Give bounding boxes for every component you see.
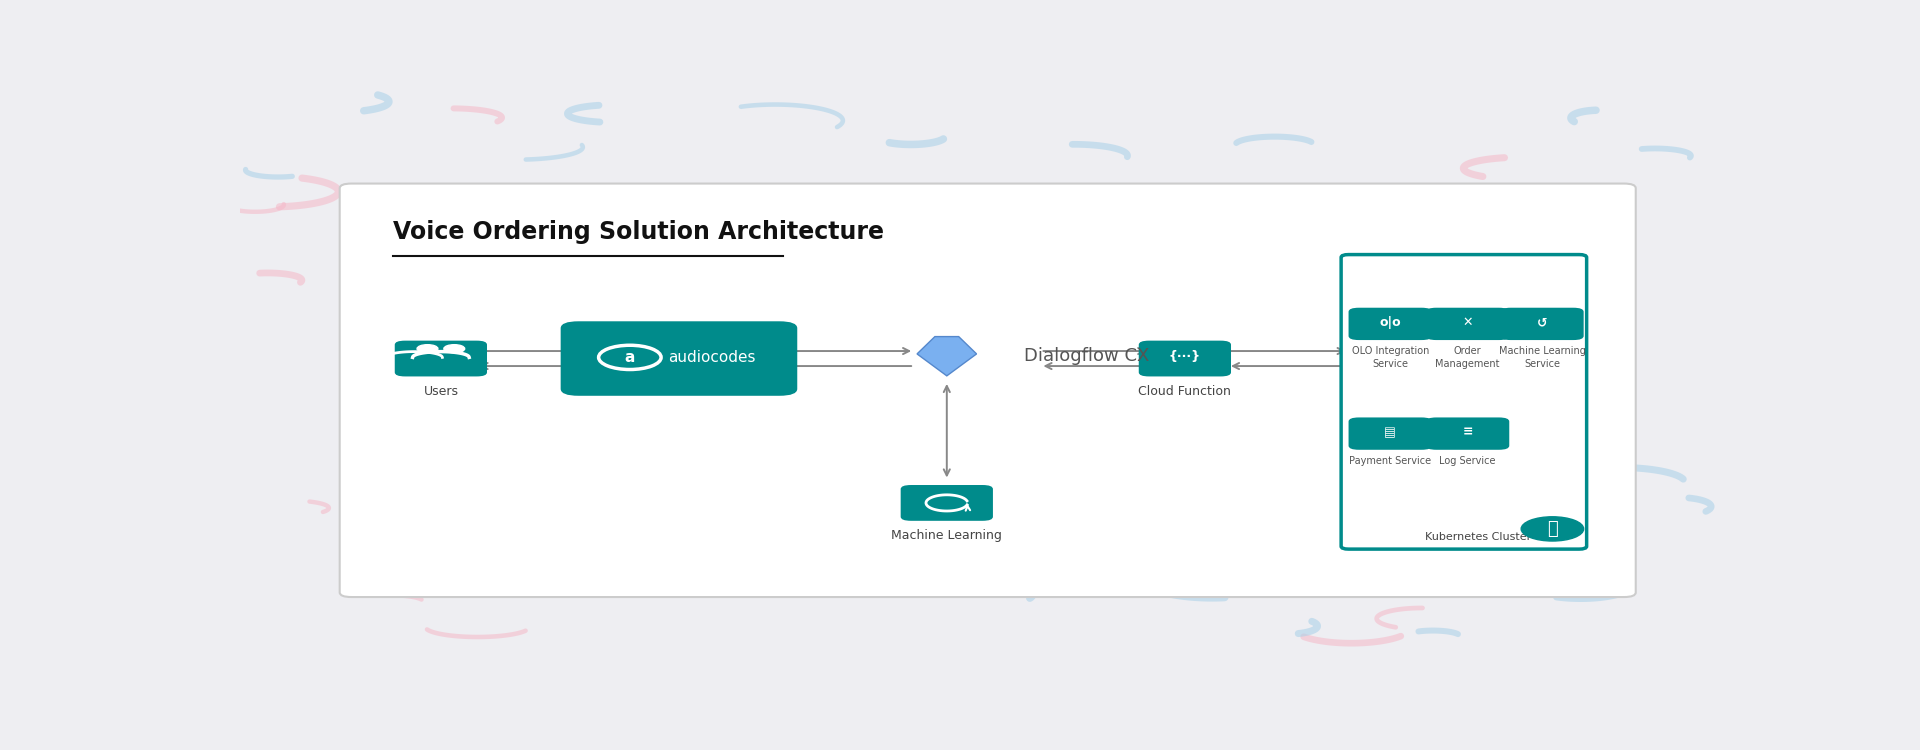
Text: OLO Integration
Service: OLO Integration Service bbox=[1352, 346, 1428, 369]
Text: ≡: ≡ bbox=[1463, 426, 1473, 439]
Text: Voice Ordering Solution Architecture: Voice Ordering Solution Architecture bbox=[394, 220, 885, 244]
FancyBboxPatch shape bbox=[900, 485, 993, 520]
Text: Kubernetes Cluster: Kubernetes Cluster bbox=[1425, 532, 1532, 542]
FancyBboxPatch shape bbox=[1348, 418, 1432, 450]
Text: audiocodes: audiocodes bbox=[668, 350, 755, 365]
Text: Payment Service: Payment Service bbox=[1350, 456, 1430, 466]
Text: ↺: ↺ bbox=[1536, 316, 1548, 329]
FancyBboxPatch shape bbox=[1139, 340, 1231, 376]
FancyBboxPatch shape bbox=[1500, 308, 1584, 340]
Text: Dialogflow CX: Dialogflow CX bbox=[1023, 347, 1150, 365]
Text: Cloud Function: Cloud Function bbox=[1139, 385, 1231, 398]
Circle shape bbox=[417, 345, 438, 352]
Text: ▤: ▤ bbox=[1384, 426, 1396, 439]
Circle shape bbox=[444, 345, 465, 352]
Text: ✕: ✕ bbox=[1463, 316, 1473, 329]
Text: Log Service: Log Service bbox=[1440, 456, 1496, 466]
FancyBboxPatch shape bbox=[1340, 254, 1586, 549]
FancyBboxPatch shape bbox=[561, 321, 797, 396]
FancyBboxPatch shape bbox=[396, 340, 488, 376]
Text: Machine Learning
Service: Machine Learning Service bbox=[1500, 346, 1586, 369]
Text: o|o: o|o bbox=[1379, 316, 1402, 329]
Text: Users: Users bbox=[424, 385, 459, 398]
FancyBboxPatch shape bbox=[340, 184, 1636, 597]
Text: Order
Management: Order Management bbox=[1436, 346, 1500, 369]
Text: Machine Learning: Machine Learning bbox=[891, 530, 1002, 542]
FancyBboxPatch shape bbox=[1427, 308, 1509, 340]
Text: {···}: {···} bbox=[1169, 350, 1200, 363]
Text: a: a bbox=[624, 350, 636, 365]
Text: ⎈: ⎈ bbox=[1548, 520, 1557, 538]
FancyBboxPatch shape bbox=[1348, 308, 1432, 340]
Circle shape bbox=[1521, 517, 1584, 541]
Polygon shape bbox=[918, 337, 977, 376]
FancyBboxPatch shape bbox=[1427, 418, 1509, 450]
